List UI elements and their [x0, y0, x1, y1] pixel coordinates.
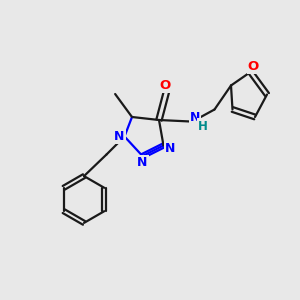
Text: H: H — [198, 119, 208, 133]
Text: N: N — [137, 156, 148, 169]
Text: O: O — [159, 79, 171, 92]
Text: N: N — [165, 142, 175, 155]
Text: N: N — [114, 130, 124, 143]
Text: O: O — [248, 59, 259, 73]
Text: N: N — [190, 111, 200, 124]
